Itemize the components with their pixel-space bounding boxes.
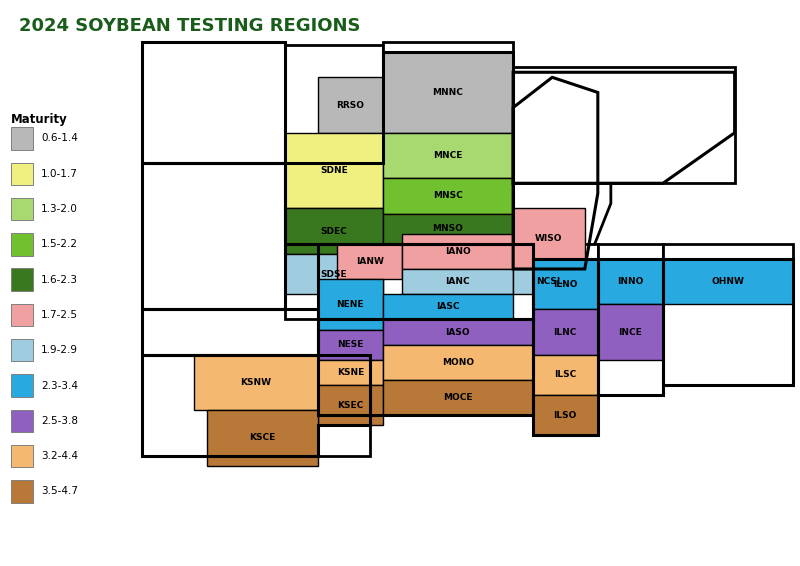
- Text: NCSL: NCSL: [536, 277, 562, 286]
- Polygon shape: [383, 319, 533, 345]
- FancyBboxPatch shape: [10, 268, 33, 291]
- FancyBboxPatch shape: [10, 374, 33, 397]
- Text: KSNW: KSNW: [240, 378, 271, 387]
- Polygon shape: [402, 269, 513, 294]
- Polygon shape: [285, 133, 383, 208]
- Polygon shape: [318, 78, 383, 133]
- Polygon shape: [383, 178, 513, 213]
- Polygon shape: [598, 305, 663, 360]
- Text: IASC: IASC: [436, 302, 460, 311]
- Polygon shape: [383, 52, 513, 133]
- Polygon shape: [383, 380, 533, 415]
- Text: ILSO: ILSO: [554, 411, 577, 420]
- Text: 1.9-2.9: 1.9-2.9: [41, 345, 78, 355]
- Text: ILSC: ILSC: [554, 370, 576, 379]
- Text: 3.2-4.4: 3.2-4.4: [41, 451, 78, 461]
- Polygon shape: [142, 310, 338, 355]
- Polygon shape: [338, 244, 402, 279]
- Polygon shape: [598, 259, 663, 305]
- Polygon shape: [285, 208, 383, 254]
- Text: RRSO: RRSO: [336, 101, 364, 110]
- Polygon shape: [513, 78, 611, 269]
- Polygon shape: [402, 234, 513, 269]
- Polygon shape: [142, 163, 318, 310]
- Text: SDNE: SDNE: [320, 166, 348, 175]
- Text: KSNE: KSNE: [337, 368, 364, 377]
- Polygon shape: [285, 42, 513, 244]
- Polygon shape: [513, 208, 585, 269]
- Polygon shape: [194, 355, 318, 410]
- Text: INCE: INCE: [618, 328, 642, 337]
- Polygon shape: [142, 355, 370, 456]
- Text: 2.3-3.4: 2.3-3.4: [41, 380, 78, 391]
- Text: 1.3-2.0: 1.3-2.0: [41, 204, 78, 214]
- Polygon shape: [383, 294, 513, 319]
- Polygon shape: [318, 319, 533, 415]
- Text: 1.5-2.2: 1.5-2.2: [41, 239, 78, 250]
- Text: 1.6-2.3: 1.6-2.3: [41, 275, 78, 285]
- Polygon shape: [207, 410, 318, 466]
- Text: MNSC: MNSC: [433, 191, 463, 200]
- Text: 2.5-3.8: 2.5-3.8: [41, 416, 78, 426]
- Polygon shape: [533, 310, 598, 355]
- Text: SDSE: SDSE: [321, 269, 347, 278]
- Text: IANW: IANW: [356, 257, 384, 266]
- Text: MNCE: MNCE: [434, 151, 462, 160]
- FancyBboxPatch shape: [10, 233, 33, 255]
- FancyBboxPatch shape: [10, 481, 33, 503]
- Text: KSCE: KSCE: [249, 434, 275, 443]
- Text: 2024 SOYBEAN TESTING REGIONS: 2024 SOYBEAN TESTING REGIONS: [18, 17, 360, 35]
- Polygon shape: [533, 259, 598, 310]
- Polygon shape: [383, 345, 533, 380]
- Text: WISO: WISO: [535, 234, 562, 243]
- Polygon shape: [383, 213, 513, 244]
- Text: Maturity: Maturity: [10, 113, 67, 126]
- Polygon shape: [285, 254, 383, 294]
- Polygon shape: [285, 244, 533, 319]
- Text: MNSO: MNSO: [433, 224, 463, 233]
- Text: IASO: IASO: [446, 328, 470, 337]
- Polygon shape: [533, 395, 598, 435]
- Text: ILNO: ILNO: [553, 280, 578, 289]
- Text: MNNC: MNNC: [433, 88, 463, 97]
- Text: IANO: IANO: [445, 247, 470, 256]
- Polygon shape: [318, 360, 383, 385]
- Polygon shape: [142, 42, 383, 163]
- Text: MONO: MONO: [442, 358, 474, 367]
- FancyBboxPatch shape: [10, 162, 33, 185]
- FancyBboxPatch shape: [10, 410, 33, 432]
- FancyBboxPatch shape: [10, 304, 33, 326]
- Polygon shape: [663, 259, 794, 305]
- Polygon shape: [533, 355, 598, 395]
- FancyBboxPatch shape: [10, 198, 33, 220]
- Text: OHNW: OHNW: [712, 277, 745, 286]
- Text: IANC: IANC: [446, 277, 470, 286]
- Polygon shape: [533, 244, 598, 435]
- Text: NESE: NESE: [337, 340, 363, 349]
- Polygon shape: [513, 269, 585, 294]
- FancyBboxPatch shape: [10, 339, 33, 362]
- Text: 1.7-2.5: 1.7-2.5: [41, 310, 78, 320]
- Polygon shape: [318, 329, 383, 360]
- Text: NENE: NENE: [337, 300, 364, 309]
- FancyBboxPatch shape: [10, 127, 33, 149]
- Text: MOCE: MOCE: [443, 393, 473, 402]
- Text: INNO: INNO: [618, 277, 643, 286]
- Text: ILNC: ILNC: [554, 328, 577, 337]
- Polygon shape: [318, 279, 383, 329]
- Text: 1.0-1.7: 1.0-1.7: [41, 169, 78, 179]
- Polygon shape: [663, 244, 794, 385]
- Polygon shape: [383, 133, 513, 178]
- Text: SDEC: SDEC: [321, 226, 347, 235]
- Text: 0.6-1.4: 0.6-1.4: [41, 134, 78, 143]
- Polygon shape: [318, 385, 383, 426]
- Polygon shape: [513, 67, 734, 183]
- FancyBboxPatch shape: [10, 445, 33, 468]
- Polygon shape: [598, 244, 663, 395]
- Text: 3.5-4.7: 3.5-4.7: [41, 487, 78, 496]
- Text: KSEC: KSEC: [337, 401, 363, 410]
